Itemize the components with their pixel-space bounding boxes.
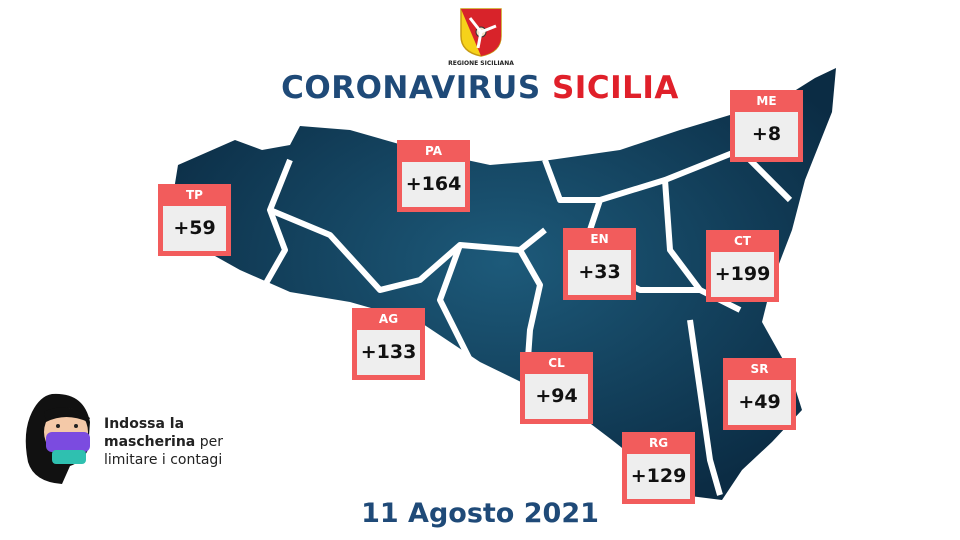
province-value: +49	[728, 380, 791, 425]
province-code: ME	[756, 94, 777, 108]
mask-message: Indossa la mascherina per limitare i con…	[104, 415, 223, 469]
province-value: +8	[735, 112, 798, 157]
province-box-ag: AG +133	[352, 308, 425, 380]
regione-siciliana-logo	[458, 6, 504, 62]
province-value: +164	[402, 162, 465, 207]
province-value: +59	[163, 206, 226, 251]
mask-message-bold: Indossa la	[104, 416, 185, 432]
province-box-me: ME +8	[730, 90, 803, 162]
province-box-rg: RG +129	[622, 432, 695, 504]
title-coronavirus: CORONAVIRUS	[281, 70, 541, 106]
mask-message-bold2: mascherina	[104, 434, 196, 450]
province-value: +129	[627, 454, 690, 499]
province-value: +33	[568, 250, 631, 295]
logo-caption: REGIONE SICILIANA	[448, 60, 514, 67]
mask-message-rest: limitare i contagi	[104, 452, 223, 468]
masked-woman-illustration	[22, 392, 98, 488]
province-box-en: EN +33	[563, 228, 636, 300]
province-code: TP	[186, 188, 203, 202]
province-box-ct: CT +199	[706, 230, 779, 302]
title-sicilia: SICILIA	[551, 70, 679, 106]
province-code: RG	[648, 436, 669, 450]
province-box-tp: TP +59	[158, 184, 231, 256]
mask-message-per: per	[199, 434, 223, 450]
province-code: EN	[590, 232, 609, 246]
province-value: +199	[711, 252, 774, 297]
province-box-cl: CL +94	[520, 352, 593, 424]
province-box-pa: PA +164	[397, 140, 470, 212]
province-code: CL	[548, 356, 565, 370]
report-date: 11 Agosto 2021	[361, 498, 599, 529]
province-code: SR	[750, 362, 769, 376]
province-box-sr: SR +49	[723, 358, 796, 430]
province-value: +133	[357, 330, 420, 375]
page-title: CORONAVIRUS SICILIA	[0, 70, 960, 106]
province-code: PA	[425, 144, 442, 158]
province-code: AG	[378, 312, 399, 326]
province-code: CT	[734, 234, 751, 248]
province-value: +94	[525, 374, 588, 419]
